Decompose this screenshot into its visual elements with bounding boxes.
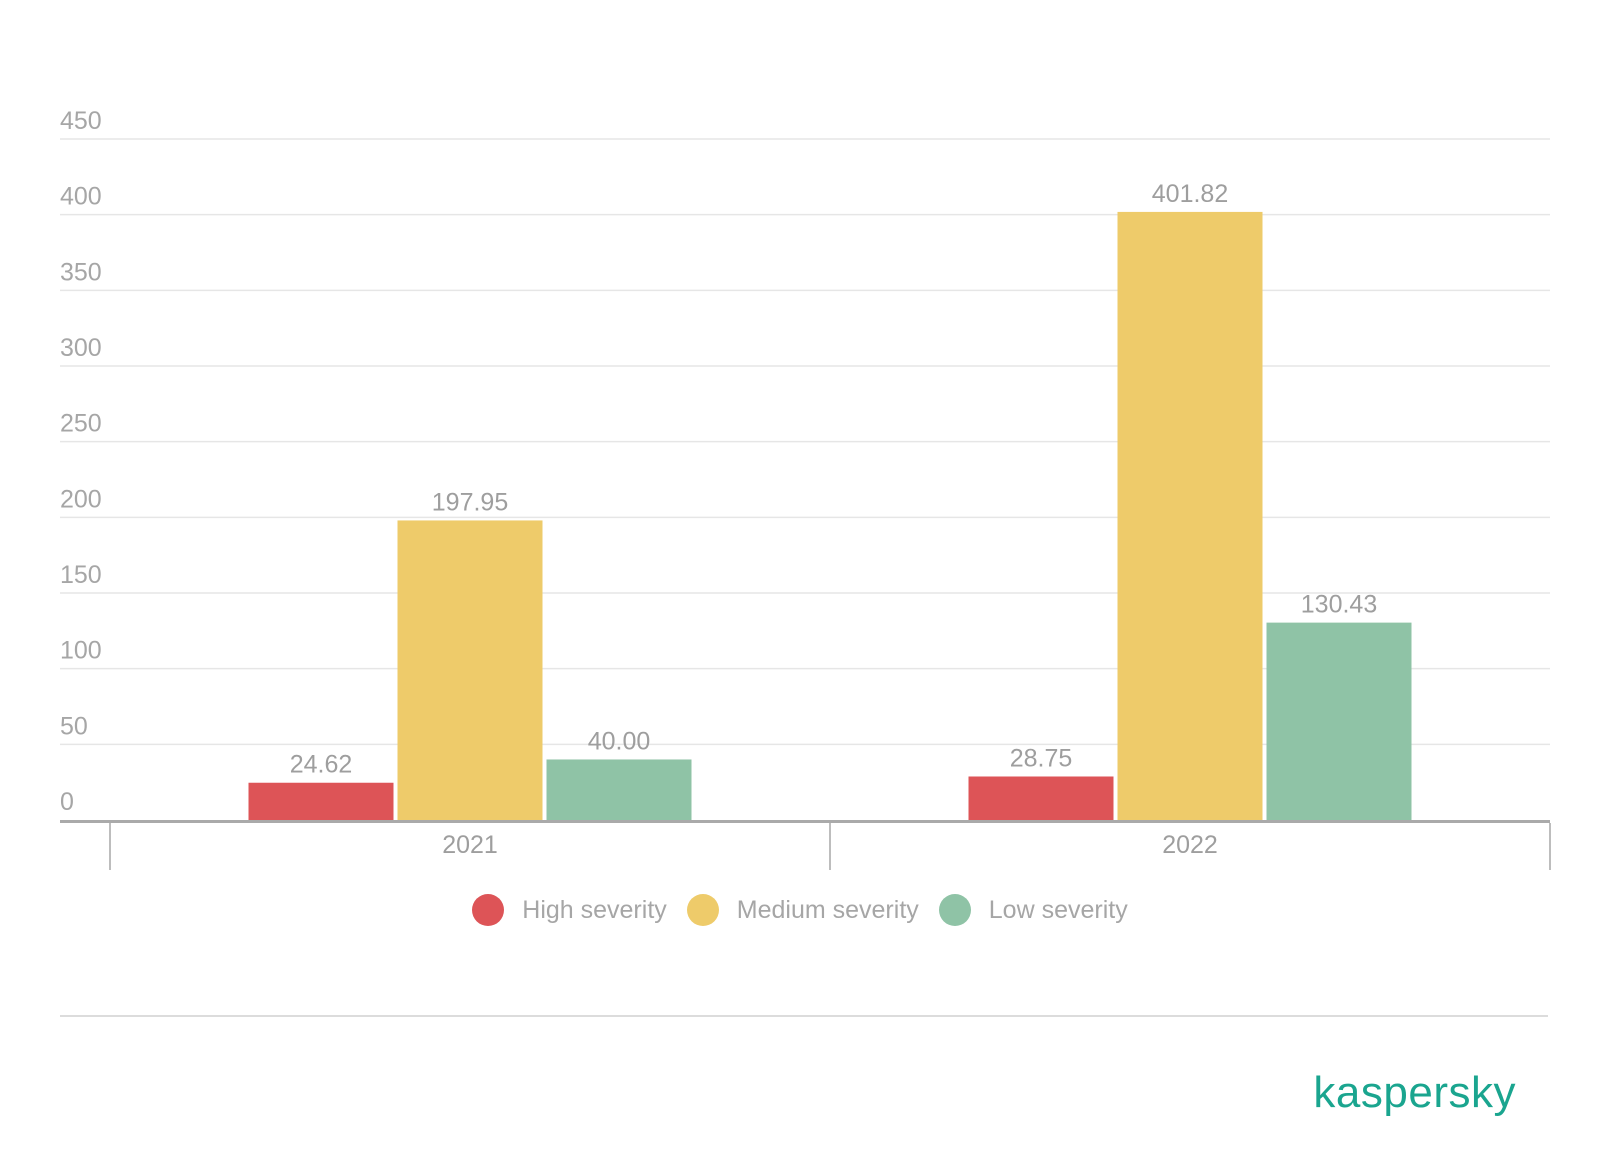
data-label-medium-severity-2021: 197.95 bbox=[432, 488, 508, 516]
bar-high-severity-2021 bbox=[248, 782, 394, 820]
data-label-low-severity-2021: 40.00 bbox=[588, 727, 651, 755]
y-tick-label-400: 400 bbox=[60, 183, 102, 211]
legend-item-high-severity: High severity bbox=[472, 894, 667, 926]
legend-label-high-severity: High severity bbox=[522, 895, 667, 924]
kaspersky-logo: kaspersky bbox=[1313, 1068, 1516, 1117]
bar-medium-severity-2021 bbox=[397, 520, 543, 820]
x-tick-label-2021: 2021 bbox=[442, 831, 498, 859]
bar-medium-severity-2022 bbox=[1117, 211, 1263, 820]
x-tick-label-2022: 2022 bbox=[1162, 831, 1218, 859]
y-tick-label-150: 150 bbox=[60, 561, 102, 589]
footer-divider bbox=[60, 1015, 1548, 1017]
legend-item-medium-severity: Medium severity bbox=[686, 894, 919, 926]
y-tick-label-50: 50 bbox=[60, 712, 88, 740]
legend-label-low-severity: Low severity bbox=[988, 895, 1128, 924]
data-label-medium-severity-2022: 401.82 bbox=[1152, 180, 1228, 208]
y-tick-label-300: 300 bbox=[60, 334, 102, 362]
y-tick-label-0: 0 bbox=[60, 788, 74, 816]
bar-high-severity-2022 bbox=[968, 776, 1114, 820]
chart-legend: High severity Medium severity Low severi… bbox=[0, 888, 1600, 932]
y-tick-label-350: 350 bbox=[60, 258, 102, 286]
legend-item-low-severity: Low severity bbox=[938, 894, 1128, 926]
bar-low-severity-2022 bbox=[1266, 622, 1412, 820]
data-label-high-severity-2021: 24.62 bbox=[290, 751, 353, 779]
bar-chart: 0 50 100 150 200 250 300 350 400 450 24.62 197.95 40… bbox=[60, 107, 1551, 870]
y-tick-label-100: 100 bbox=[60, 637, 102, 665]
y-tick-label-450: 450 bbox=[60, 107, 102, 135]
legend-label-medium-severity: Medium severity bbox=[736, 895, 919, 924]
legend-swatch-low-severity bbox=[938, 894, 971, 926]
y-tick-label-200: 200 bbox=[60, 485, 102, 513]
y-tick-label-250: 250 bbox=[60, 410, 102, 438]
data-label-low-severity-2022: 130.43 bbox=[1301, 591, 1377, 619]
data-label-high-severity-2022: 28.75 bbox=[1010, 744, 1073, 772]
legend-swatch-high-severity bbox=[472, 894, 505, 926]
bar-low-severity-2021 bbox=[546, 759, 692, 820]
legend-swatch-medium-severity bbox=[686, 894, 719, 926]
